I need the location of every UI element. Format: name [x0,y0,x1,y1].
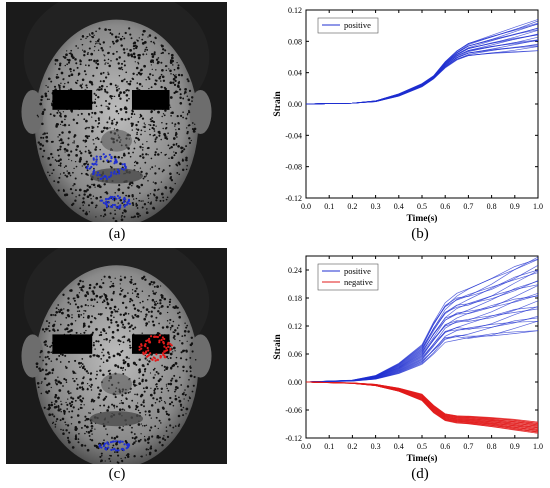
legend: positive [317,17,379,34]
series-line-positive [305,259,539,383]
x-tick-label: 0.2 [347,442,357,451]
y-tick-label: -0.12 [285,194,302,203]
right-ear [189,90,212,134]
face-image-a [6,2,227,222]
x-tick-label: 0.5 [417,202,427,211]
x-tick-label: 0.7 [463,442,473,451]
y-tick-label: -0.12 [285,434,302,443]
nose [101,129,132,152]
x-tick-label: 0.8 [487,442,497,451]
x-tick-label: 0.1 [324,202,334,211]
y-tick-label: 0.18 [288,294,302,303]
tracked-points-positive [86,153,127,181]
x-axis-label: Time(s) [407,213,438,224]
y-axis-label: Strain [273,334,283,360]
y-tick-label: -0.04 [285,131,302,140]
x-tick-label: 0.5 [417,442,427,451]
x-tick-label: 1.0 [533,442,543,451]
y-tick-label: -0.08 [285,163,302,172]
y-tick-label: -0.06 [285,406,302,415]
y-tick-label: 0.00 [288,100,302,109]
speckle-pattern [35,275,197,464]
face [34,19,199,222]
nose [101,373,132,395]
x-tick-label: 0.6 [440,442,450,451]
strain-chart-b: 0.0 0.1 0.2 0.3 0.4 0.5 0.6 0.7 0.8 0.9 1.0 -0.12 -0… [273,6,543,224]
tracked-points-positive-lower [99,194,131,210]
tracked-points-positive [98,440,131,452]
series-line-negative [305,381,539,423]
y-tick-label: 0.12 [288,6,302,15]
x-tick-label: 0.0 [301,202,311,211]
x-tick-label: 0.2 [347,202,357,211]
plot-frame [305,9,539,199]
lips [89,411,144,427]
lips [89,168,144,184]
right-ear [189,334,212,378]
legend-box [317,263,379,291]
caption-b: (b) [411,226,429,242]
y-tick-label: 0.24 [288,266,302,275]
face-photo-c [6,248,227,464]
legend-label-positive: positive [344,20,371,30]
y-tick-label: 0.04 [288,69,302,78]
caption-d: (d) [411,466,429,482]
x-tick-label: 0.8 [487,202,497,211]
x-tick-label: 0.0 [301,442,311,451]
face-image-c [6,248,227,464]
y-tick-label: 0.08 [288,37,302,46]
x-tick-label: 0.7 [463,202,473,211]
y-axis-label: Strain [273,91,283,117]
legend-label-positive: positive [344,266,371,276]
x-axis-label: Time(s) [407,453,438,464]
caption-c: (c) [108,466,126,482]
x-tick-label: 0.3 [371,202,381,211]
y-tick-label: 0.12 [288,322,302,331]
legend-label-negative: negative [344,277,373,287]
series-negative [305,381,539,434]
x-tick-label: 0.1 [324,442,334,451]
x-tick-label: 0.6 [440,202,450,211]
x-tick-label: 1.0 [533,202,543,211]
face-photo-a [6,2,227,222]
x-tick-label: 0.9 [510,442,520,451]
series-positive [305,256,539,383]
x-tick-label: 0.4 [394,442,404,451]
series-positive [305,19,539,105]
y-tick-label: 0.06 [288,350,302,359]
strain-chart-d: 0.0 0.1 0.2 0.3 0.4 0.5 0.6 0.7 0.8 0.9 1.0 -0.12 -0… [273,255,543,464]
x-tick-label: 0.4 [394,202,404,211]
series-line-positive [305,19,539,105]
tracked-points-negative [138,334,173,362]
eye-censor-left [52,334,93,354]
x-tick-label: 0.9 [510,202,520,211]
caption-a: (a) [108,226,126,242]
eye-censor-right [131,90,170,110]
eye-censor-left [52,90,93,110]
x-tick-label: 0.3 [371,442,381,451]
y-tick-label: 0.00 [288,378,302,387]
legend-box [317,17,379,34]
left-ear [21,90,44,134]
